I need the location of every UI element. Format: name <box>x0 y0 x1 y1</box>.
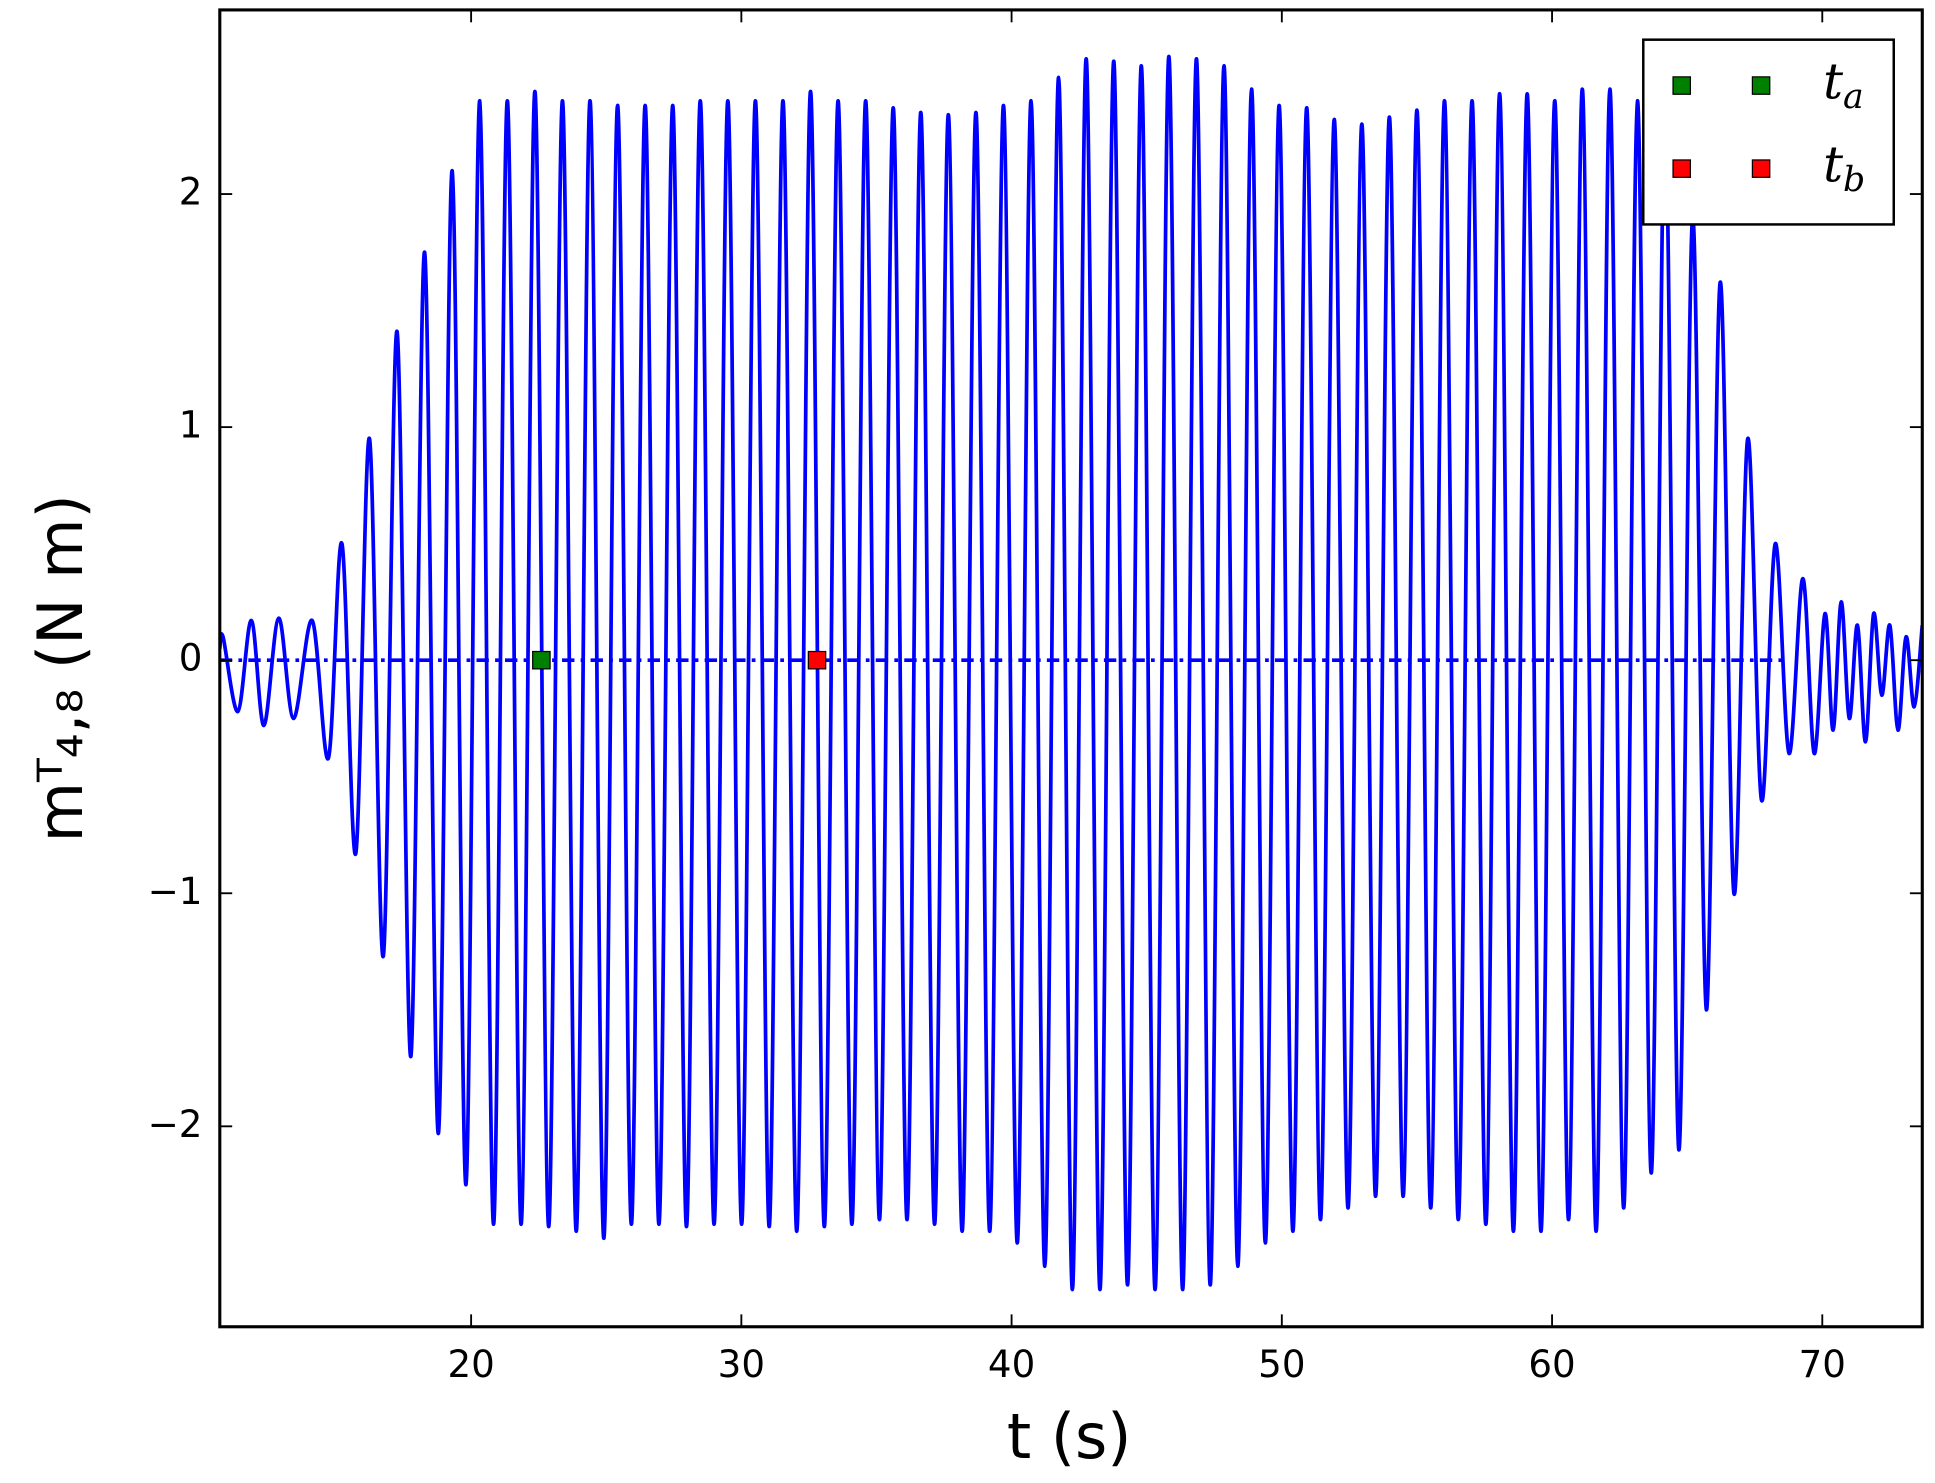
x-axis-label: t (s) <box>1007 1400 1132 1473</box>
marker <box>807 650 827 670</box>
x-tick-label: 60 <box>1528 1342 1575 1386</box>
y-tick-label: −2 <box>148 1102 203 1146</box>
legend-label: ta <box>1823 53 1864 117</box>
legend-marker <box>1751 76 1771 95</box>
legend-box <box>1642 38 1895 226</box>
data-line <box>219 54 1923 1292</box>
y-tick-label: 0 <box>179 636 203 680</box>
marker <box>532 650 551 670</box>
legend-marker <box>1751 159 1771 178</box>
y-axis-label: mᵀ₄,₈ (N m) <box>24 494 97 842</box>
x-tick-label: 20 <box>447 1342 494 1386</box>
x-tick-label: 30 <box>718 1342 765 1386</box>
legend-marker <box>1672 159 1692 178</box>
x-tick-label: 50 <box>1258 1342 1305 1386</box>
y-tick-label: 1 <box>179 403 203 447</box>
legend-marker <box>1672 76 1692 95</box>
y-tick-label: −1 <box>148 869 203 913</box>
y-tick-label: 2 <box>179 170 203 214</box>
axes-frame <box>218 8 1924 1329</box>
x-tick-label: 70 <box>1799 1342 1846 1386</box>
legend-label: tb <box>1823 136 1865 200</box>
x-tick-label: 40 <box>988 1342 1035 1386</box>
